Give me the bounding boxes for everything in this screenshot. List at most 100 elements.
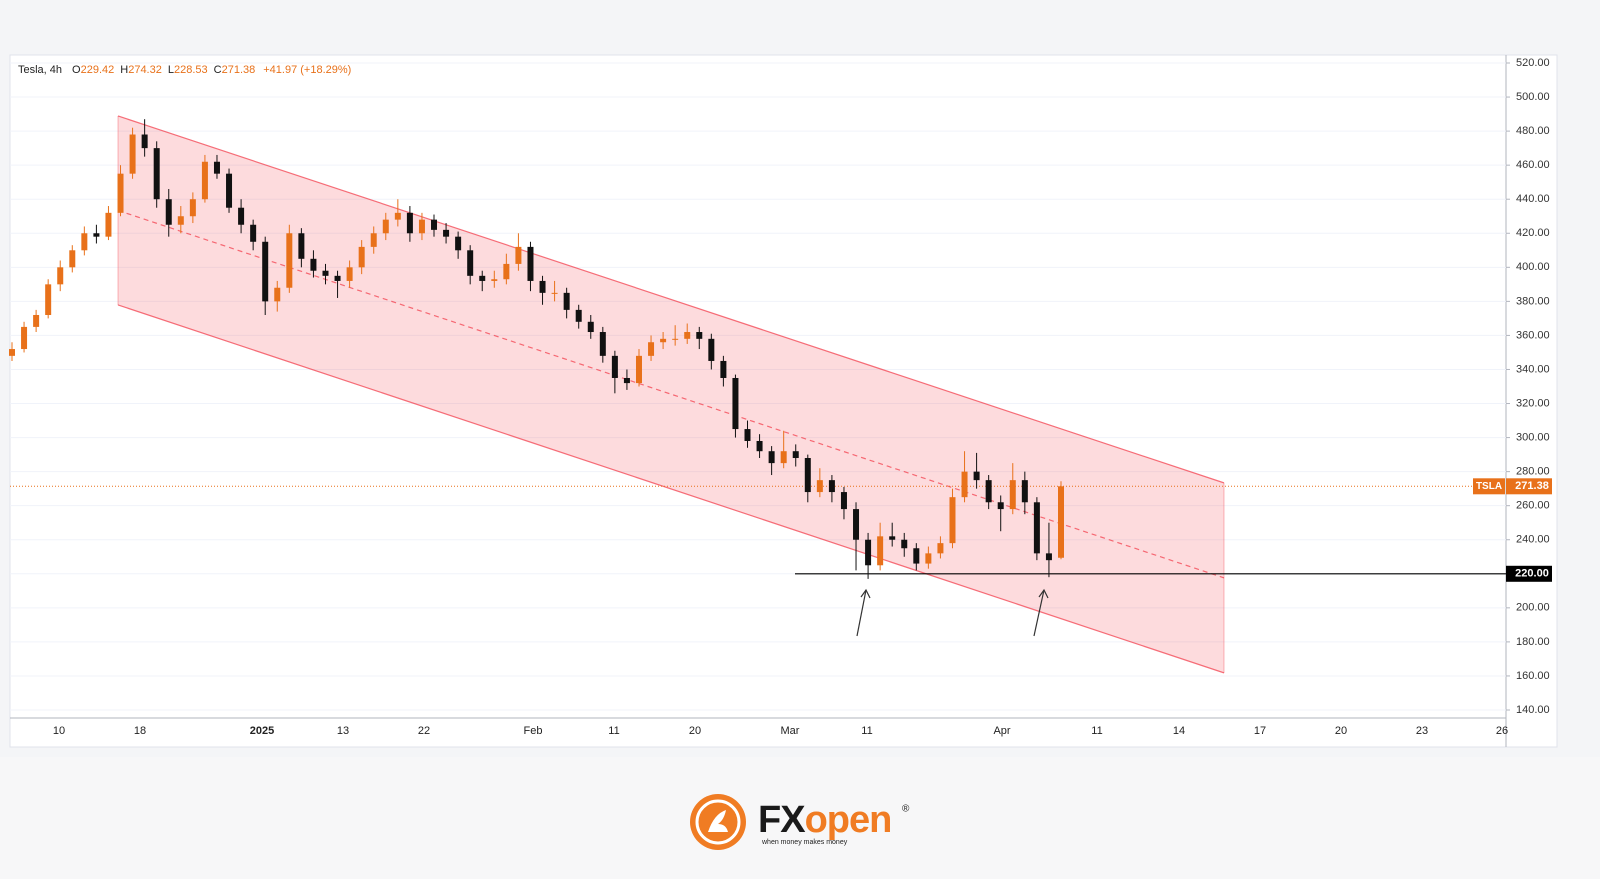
y-tick-label: 340.00 (1516, 363, 1550, 375)
x-tick-label: 23 (1416, 725, 1428, 737)
candle-body (1021, 480, 1028, 503)
candle-body (286, 233, 293, 288)
candle-body (551, 292, 558, 294)
legend-header: Tesla, 4h O229.42 H274.32 L228.53 C271.38 +41… (18, 64, 351, 76)
candle-body (455, 236, 462, 251)
arrow-shaft (1033, 589, 1045, 637)
y-tick-label: 460.00 (1516, 159, 1550, 171)
candle-body (563, 292, 570, 310)
candle-body (949, 497, 956, 544)
y-tick-label: 420.00 (1516, 227, 1550, 239)
y-tick-label: 140.00 (1516, 704, 1550, 716)
candle-body (394, 212, 401, 220)
level-tag (1506, 565, 1552, 582)
symbol-title: Tesla, 4h (18, 64, 62, 76)
candle-body (708, 338, 715, 361)
candle-body (901, 539, 908, 549)
candle-body (720, 360, 727, 378)
candle-body (997, 502, 1004, 510)
x-tick-label: 11 (861, 725, 872, 737)
candle-body (780, 451, 787, 464)
candle-body (21, 326, 28, 350)
candle-body (262, 241, 269, 302)
change: +41.97 (+18.29%) (263, 64, 351, 76)
candle-body (33, 314, 40, 327)
y-tick-label: 380.00 (1516, 295, 1550, 307)
registered-mark: ® (902, 804, 910, 815)
x-tick-label: Apr (993, 725, 1010, 737)
candle-body (443, 229, 450, 237)
candle-body (238, 207, 245, 225)
candle-body (9, 349, 15, 356)
candle-body (431, 219, 438, 230)
candle-body (696, 332, 703, 339)
arrow-shaft (856, 589, 867, 637)
candle-body (913, 548, 920, 564)
candle-body (467, 250, 474, 276)
candle-body (1045, 553, 1052, 561)
candle-body (491, 279, 498, 281)
last-price-symbol-tag (1473, 478, 1505, 495)
candle-body (117, 173, 124, 213)
grid (10, 62, 1506, 711)
candle-body (756, 440, 763, 452)
candle-body (816, 480, 823, 493)
candle-body (672, 338, 679, 340)
candle-body (165, 199, 172, 225)
y-tick-label: 180.00 (1516, 636, 1550, 648)
x-tick-label: Mar (781, 725, 800, 737)
candle-body (105, 212, 112, 237)
candle-body (298, 233, 305, 259)
candle-body (370, 233, 377, 247)
candle-body (226, 173, 233, 208)
candle-body (792, 451, 799, 459)
ohlc-key: O (72, 64, 81, 76)
candle-body (865, 539, 872, 566)
x-tick-label: 2025 (250, 725, 274, 737)
y-tick-label: 480.00 (1516, 125, 1550, 137)
candle-body (406, 212, 413, 234)
candle-body (189, 199, 196, 217)
candle-body (382, 219, 389, 234)
candle-body (684, 332, 691, 339)
last-price-tag (1506, 478, 1552, 495)
candle-body (93, 233, 100, 237)
last-price-symbol: TSLA (1476, 481, 1502, 492)
x-tick-label: 11 (608, 725, 619, 737)
y-tick-label: 360.00 (1516, 329, 1550, 341)
candle-body (985, 480, 992, 503)
candle-body (732, 377, 739, 430)
candle-body (539, 280, 546, 293)
y-tick-label: 160.00 (1516, 670, 1550, 682)
arrow-head (860, 588, 871, 599)
y-tick-label: 520.00 (1516, 57, 1550, 69)
candle-body (587, 321, 594, 333)
level-label: 220.00 (1515, 568, 1549, 580)
logo-bull (708, 810, 728, 832)
y-tick-label: 280.00 (1516, 466, 1550, 478)
brand: FXopen (758, 799, 891, 841)
candle-body (925, 553, 932, 564)
candle-body (744, 429, 751, 441)
x-tick-label: 20 (689, 725, 701, 737)
candle-body (322, 270, 329, 276)
candle-body (660, 338, 667, 343)
candle-body (877, 536, 884, 566)
y-tick-label: 500.00 (1516, 91, 1550, 103)
candle-body (177, 216, 184, 225)
y-tick-label: 240.00 (1516, 534, 1550, 546)
candle-body (635, 355, 642, 384)
candle-body (853, 509, 860, 540)
brand-suffix: open (805, 799, 892, 841)
candle-body (141, 134, 148, 149)
candle-body (828, 480, 835, 493)
candle-body (503, 263, 510, 280)
tagline: when money makes money (761, 839, 848, 846)
candle-body (840, 492, 847, 510)
candle-body (575, 309, 582, 322)
chart-panel (9, 54, 1558, 748)
logo-ring (695, 799, 741, 845)
candle-body (648, 342, 655, 356)
candle-body (768, 451, 775, 464)
